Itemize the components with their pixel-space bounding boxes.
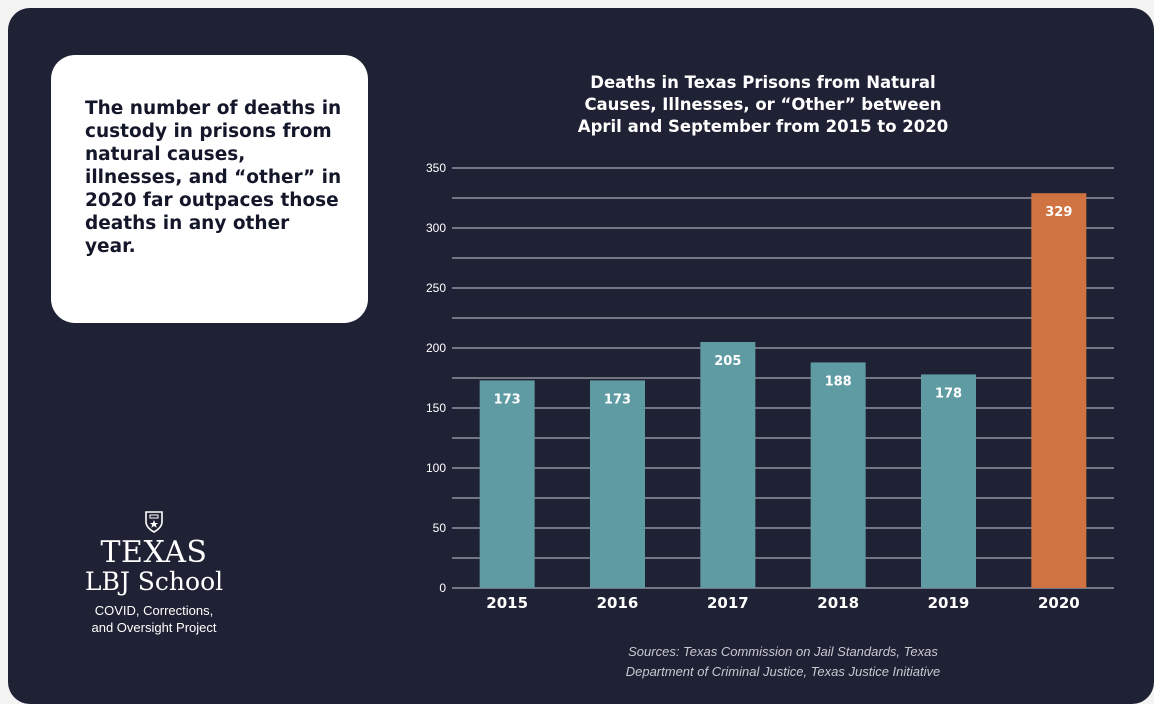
bar — [590, 380, 645, 588]
x-tick-label: 2018 — [817, 594, 859, 612]
logo-project-line2: and Oversight Project — [91, 620, 217, 635]
logo-project-name: COVID, Corrections, and Oversight Projec… — [48, 602, 260, 636]
y-tick-label: 200 — [426, 341, 446, 355]
y-tick-label: 250 — [426, 281, 446, 295]
logo-lbj-school: LBJ School — [84, 567, 224, 596]
data-label: 173 — [494, 392, 521, 407]
logo-project-line1: COVID, Corrections, — [94, 603, 214, 618]
bar — [810, 362, 866, 588]
bar — [1031, 193, 1087, 588]
data-label: 205 — [714, 354, 741, 369]
callout-box: The number of deaths in custody in priso… — [51, 55, 368, 323]
data-label: 329 — [1045, 205, 1072, 220]
bar — [700, 342, 756, 588]
chart-title-line3: April and September from 2015 to 2020 — [577, 117, 949, 136]
x-tick-label: 2017 — [707, 594, 749, 612]
y-tick-label: 50 — [433, 521, 447, 535]
bar-chart: 0 50 100 150 200 250 300 350 173 2015 173 2016 205 20… — [426, 161, 1114, 612]
x-tick-label: 2019 — [928, 594, 970, 612]
callout-text: The number of deaths in custody in priso… — [85, 98, 342, 257]
shield-icon — [145, 511, 163, 533]
lbj-school-logo: TEXAS LBJ School COVID, Corrections, and… — [48, 510, 260, 636]
y-tick-label: 350 — [426, 161, 446, 175]
x-tick-label: 2020 — [1038, 594, 1080, 612]
bar — [479, 380, 535, 588]
sources-line1: Sources: Texas Commission on Jail Standa… — [628, 644, 938, 659]
y-tick-label: 100 — [426, 461, 446, 475]
y-tick-label: 0 — [439, 581, 446, 595]
bar — [921, 374, 976, 588]
x-tick-label: 2015 — [486, 594, 528, 612]
y-tick-label: 150 — [426, 401, 446, 415]
chart-title: Deaths in Texas Prisons from Natural Cau… — [528, 72, 998, 138]
chart-title-line1: Deaths in Texas Prisons from Natural — [590, 73, 936, 92]
data-label: 173 — [604, 392, 631, 407]
data-label: 188 — [825, 374, 852, 389]
chart-title-line2: Causes, Illnesses, or “Other” between — [584, 95, 942, 114]
infographic-card: The number of deaths in custody in priso… — [8, 8, 1154, 704]
sources-line2: Department of Criminal Justice, Texas Ju… — [625, 664, 941, 679]
x-tick-label: 2016 — [597, 594, 639, 612]
y-tick-label: 300 — [426, 221, 446, 235]
sources-note: Sources: Texas Commission on Jail Standa… — [548, 642, 1018, 682]
data-label: 178 — [935, 386, 962, 401]
logo-texas: TEXAS — [100, 535, 208, 570]
